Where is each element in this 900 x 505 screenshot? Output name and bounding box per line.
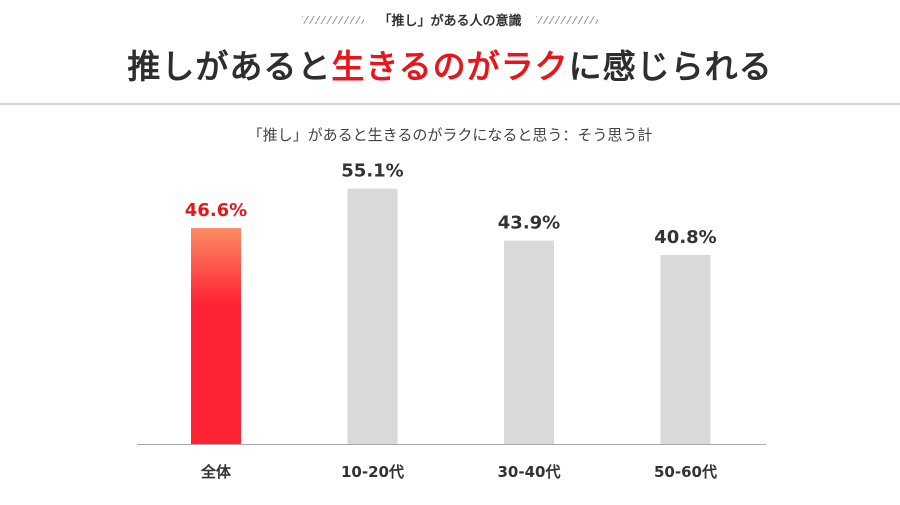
headline-highlight: 生きるのがラク [331,47,569,86]
kicker-text: 「推し」がある人の意識 [378,14,522,29]
value-label-0: 46.6% [185,200,247,221]
category-label-1: 10-20代 [341,463,404,481]
category-label-0: 全体 [200,463,232,481]
headline: 推しがあると生きるのがラクに感じられる [0,40,900,88]
header-kicker: 「推し」がある人の意識 [0,10,900,29]
headline-part-1: 推しがあると [127,47,332,86]
value-label-2: 43.9% [498,213,560,234]
hatch-decoration-right [535,15,598,24]
category-label-2: 30-40代 [498,463,561,481]
bar-0 [191,228,241,444]
value-label-1: 55.1% [341,161,403,182]
bar-1 [347,188,398,444]
headline-part-2: に感じられる [568,47,773,86]
bar-2 [504,240,554,444]
category-label-3: 50-60代 [654,463,717,481]
chart-title: 「推し」があると生きるのがラクになると思う：そう思う計 [247,126,653,144]
header-divider [0,103,900,105]
value-label-3: 40.8% [654,227,716,248]
bar-3 [660,255,711,444]
hatch-decoration-left [302,15,365,24]
